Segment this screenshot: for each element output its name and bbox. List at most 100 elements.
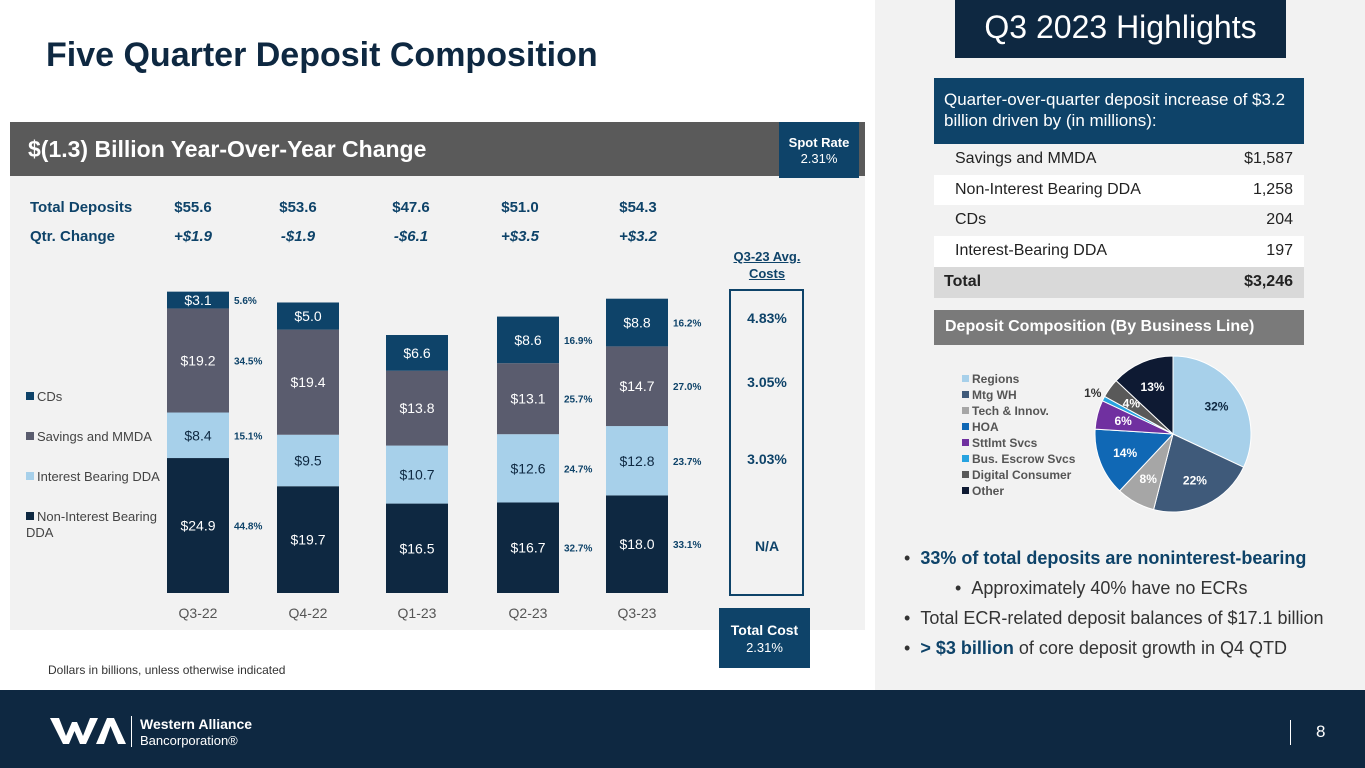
pie-slice	[1094, 428, 1175, 492]
bar-percent-label: 23.7%	[673, 457, 701, 468]
pie-legend-item: Digital Consumer	[962, 468, 1071, 482]
pie-slice-label: 13%	[1141, 380, 1165, 394]
bar-segment	[167, 308, 229, 413]
pie-slice-label: 22%	[1183, 474, 1207, 488]
row-label: Interest-Bearing DDA	[955, 242, 1108, 259]
row-value: 204	[1266, 211, 1293, 228]
pie-swatch	[962, 423, 969, 430]
legend-swatch	[26, 472, 34, 480]
pie-swatch	[962, 391, 969, 398]
avg-costs-box	[729, 289, 804, 596]
legend-item-savings: Savings and MMDA	[26, 429, 152, 444]
qoq-description: Quarter-over-quarter deposit increase of…	[934, 78, 1304, 144]
bar-segment	[497, 434, 559, 503]
bar-value-label: $16.7	[510, 540, 545, 556]
bar-value-label: $14.7	[619, 378, 654, 394]
bar-percent-label: 16.9%	[564, 336, 592, 347]
qtr-change-value: +$1.9	[174, 228, 212, 245]
total-cost-label: Total Cost	[730, 622, 799, 638]
avg-cost-cds: 4.83%	[747, 310, 787, 326]
bar-value-label: $12.6	[510, 460, 545, 476]
bullet-item: • Total ECR-related deposit balances of …	[904, 608, 1324, 629]
logo-divider	[131, 716, 132, 747]
total-deposits-value: $53.6	[279, 199, 317, 216]
bar-percent-label: 16.2%	[673, 319, 701, 330]
deposit-pie-chart: 32% 22% 8%14% 6% 1% 4%13%	[1084, 355, 1252, 513]
bar-segment	[167, 458, 229, 593]
pie-legend-item: Tech & Innov.	[962, 404, 1049, 418]
total-deposits-value: $54.3	[619, 199, 657, 216]
pie-legend-label: Tech & Innov.	[972, 404, 1049, 418]
avg-cost-savings: 3.05%	[747, 374, 787, 390]
bar-value-label: $16.5	[399, 540, 434, 556]
row-value: $1,587	[1244, 150, 1293, 167]
bar-value-label: $3.1	[184, 292, 211, 308]
pie-slice-label: 14%	[1113, 446, 1137, 460]
bar-value-label: $8.4	[184, 427, 211, 443]
total-label: Total	[944, 273, 982, 290]
qtr-change-value: -$6.1	[393, 228, 429, 245]
bar-segment	[386, 445, 448, 504]
row-label: CDs	[955, 211, 987, 228]
total-cost-box: Total Cost 2.31%	[719, 608, 810, 668]
bar-value-label: $24.9	[180, 518, 215, 534]
x-tick-label: Q3-22	[179, 605, 218, 621]
bar-segment	[277, 486, 339, 593]
qtr-change-label: Qtr. Change	[30, 228, 116, 245]
bar-segment	[386, 503, 448, 593]
x-tick-label: Q1-23	[398, 605, 437, 621]
bar-value-label: $13.1	[510, 391, 545, 407]
sub-bullet-item: • Approximately 40% have no ECRs	[955, 578, 1247, 599]
table-total-row: Total $3,246	[934, 267, 1304, 298]
bullet-emphasis: 33% of total deposits are noninterest-be…	[920, 548, 1307, 568]
bullet-marker: •	[904, 608, 921, 628]
row-label: Savings and MMDA	[955, 150, 1097, 167]
bar-percent-label: 15.1%	[234, 431, 262, 442]
x-tick-label: Q3-23	[618, 605, 657, 621]
pie-slice	[1115, 355, 1174, 436]
qtr-change-value: +$3.2	[619, 228, 657, 245]
x-tick-label: Q4-22	[289, 605, 328, 621]
footnote: Dollars in billions, unless otherwise in…	[48, 663, 286, 677]
company-name: Western Alliance	[140, 716, 253, 732]
legend-swatch	[26, 392, 34, 400]
bar-segment	[386, 370, 448, 446]
legend-item-interest-bearing: Interest Bearing DDA	[26, 469, 160, 484]
pie-slice	[1172, 355, 1252, 468]
bar-value-label: $10.7	[399, 467, 434, 483]
bar-segment	[606, 426, 668, 496]
bar-value-label: $19.7	[290, 532, 325, 548]
pie-legend-label: HOA	[972, 420, 999, 434]
bar-segment	[606, 346, 668, 427]
total-cost-value: 2.31%	[746, 640, 783, 655]
bullet-item: • 33% of total deposits are noninterest-…	[904, 548, 1306, 569]
x-tick-label: Q2-23	[509, 605, 548, 621]
bar-percent-label: 24.7%	[564, 464, 592, 475]
deposit-composition-title: Deposit Composition (By Business Line)	[934, 310, 1304, 345]
bullet-marker: •	[955, 578, 972, 598]
bar-segment	[497, 316, 559, 364]
pie-swatch	[962, 407, 969, 414]
bar-percent-label: 33.1%	[673, 540, 701, 551]
highlights-title: Q3 2023 Highlights	[955, 0, 1286, 58]
pie-legend-label: Sttlmt Svcs	[972, 436, 1038, 450]
table-row: Non-Interest Bearing DDA 1,258	[934, 175, 1304, 206]
qtr-change-value: +$3.5	[501, 228, 539, 245]
bar-value-label: $19.2	[180, 352, 215, 368]
pie-swatch	[962, 439, 969, 446]
bar-segment	[606, 495, 668, 593]
pie-legend-label: Mtg WH	[972, 388, 1017, 402]
legend-item-non-interest-bearing: Non-Interest Bearing DDA	[26, 509, 161, 541]
bar-segment	[497, 502, 559, 593]
row-value: 197	[1266, 242, 1293, 259]
spot-rate-value: 2.31%	[800, 151, 838, 166]
pie-slice-label: 1%	[1084, 386, 1102, 400]
row-value: 1,258	[1252, 181, 1293, 198]
company-logo-icon	[50, 718, 126, 744]
avg-cost-non-interest: N/A	[754, 538, 780, 554]
pie-slice-label: 32%	[1204, 399, 1228, 413]
pie-legend-item: Mtg WH	[962, 388, 1017, 402]
pie-legend-item: Sttlmt Svcs	[962, 436, 1037, 450]
bullet-marker: •	[904, 548, 921, 568]
pie-swatch	[962, 471, 969, 478]
